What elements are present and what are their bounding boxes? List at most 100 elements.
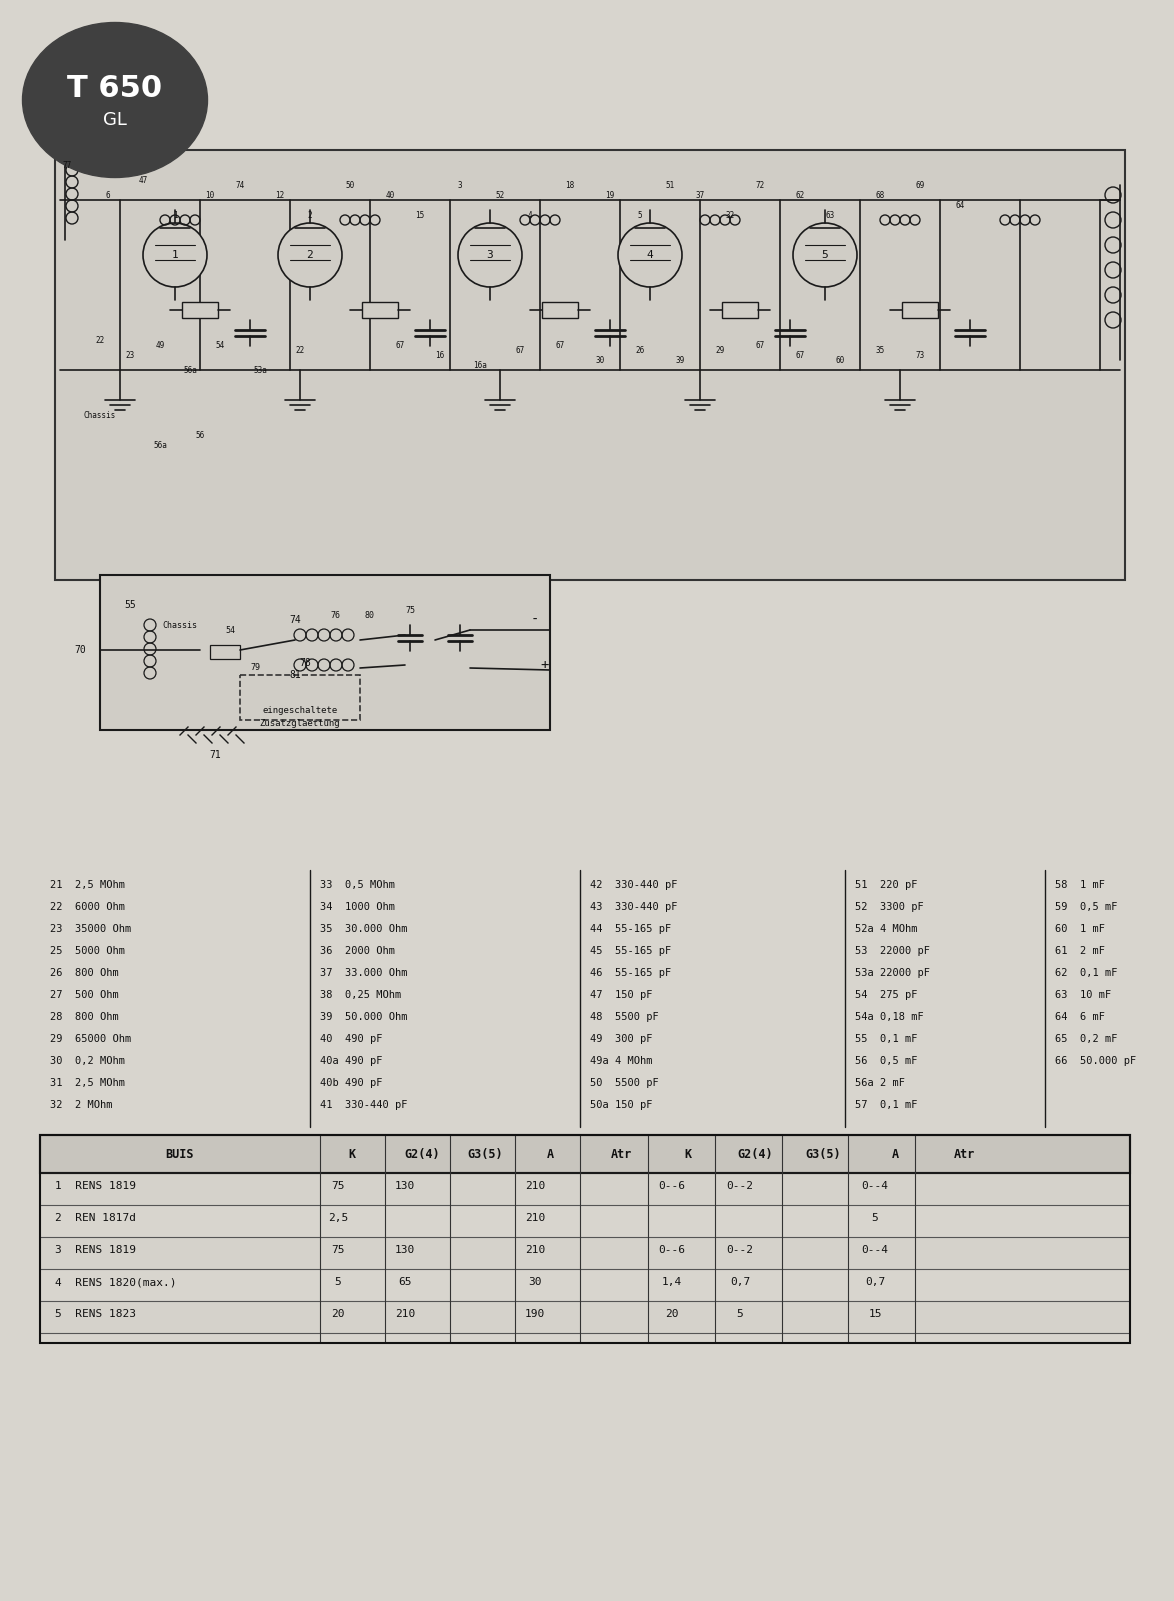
Text: 22: 22 — [95, 336, 104, 344]
Text: 53  22000 pF: 53 22000 pF — [855, 946, 930, 956]
Text: 29: 29 — [715, 346, 724, 354]
Text: 5: 5 — [822, 250, 829, 259]
Text: 130: 130 — [394, 1182, 416, 1191]
Text: 1: 1 — [171, 250, 178, 259]
Text: 4: 4 — [527, 210, 532, 219]
Text: 62  0,1 mF: 62 0,1 mF — [1055, 969, 1118, 978]
Circle shape — [618, 223, 682, 287]
Text: K: K — [684, 1148, 691, 1161]
Text: 75: 75 — [405, 605, 414, 615]
Bar — [40, 1174, 1131, 1206]
Text: 0,7: 0,7 — [730, 1278, 750, 1287]
Text: 80: 80 — [365, 610, 375, 620]
Text: 42  330-440 pF: 42 330-440 pF — [591, 881, 677, 890]
Text: 54: 54 — [225, 626, 235, 634]
Text: 1,4: 1,4 — [662, 1278, 682, 1287]
Text: 1  RENS 1819: 1 RENS 1819 — [55, 1182, 136, 1191]
Text: 64  6 mF: 64 6 mF — [1055, 1012, 1105, 1021]
Text: 15: 15 — [416, 210, 425, 219]
Text: 5: 5 — [871, 1214, 878, 1223]
Text: 77: 77 — [62, 160, 72, 170]
Text: G2(4): G2(4) — [404, 1148, 440, 1161]
Text: G3(5): G3(5) — [467, 1148, 502, 1161]
Text: 0--2: 0--2 — [727, 1182, 754, 1191]
Text: GL: GL — [103, 110, 127, 130]
Text: 5: 5 — [335, 1278, 342, 1287]
Bar — [182, 303, 218, 319]
Text: 63: 63 — [825, 210, 835, 219]
Text: 190: 190 — [525, 1310, 545, 1319]
Text: 51: 51 — [666, 181, 675, 189]
Text: -: - — [531, 613, 539, 628]
Bar — [542, 303, 578, 319]
Text: 2  REN 1817d: 2 REN 1817d — [55, 1214, 136, 1223]
Text: 57  0,1 mF: 57 0,1 mF — [855, 1100, 918, 1109]
Text: 210: 210 — [525, 1246, 545, 1255]
Text: 41  330-440 pF: 41 330-440 pF — [321, 1100, 407, 1109]
Text: 56a 2 mF: 56a 2 mF — [855, 1077, 905, 1089]
Text: 54  275 pF: 54 275 pF — [855, 989, 918, 1001]
Circle shape — [278, 223, 342, 287]
Text: 56  0,5 mF: 56 0,5 mF — [855, 1057, 918, 1066]
Bar — [40, 1135, 1131, 1174]
Text: 48  5500 pF: 48 5500 pF — [591, 1012, 659, 1021]
Text: 73: 73 — [916, 351, 925, 360]
Bar — [100, 575, 549, 730]
Text: 10: 10 — [205, 191, 215, 200]
Text: 3: 3 — [458, 181, 463, 189]
Bar — [210, 645, 239, 660]
Text: 32  2 MOhm: 32 2 MOhm — [50, 1100, 113, 1109]
Text: 2,5: 2,5 — [328, 1214, 349, 1223]
Text: 65: 65 — [398, 1278, 412, 1287]
Text: 25  5000 Ohm: 25 5000 Ohm — [50, 946, 124, 956]
Text: 75: 75 — [331, 1182, 345, 1191]
Text: 60  1 mF: 60 1 mF — [1055, 924, 1105, 933]
Text: 1: 1 — [173, 210, 177, 219]
Text: 40  490 pF: 40 490 pF — [321, 1034, 383, 1044]
Text: 19: 19 — [606, 191, 615, 200]
Text: 56a: 56a — [153, 440, 167, 450]
Text: 66  50.000 pF: 66 50.000 pF — [1055, 1057, 1136, 1066]
Text: 52: 52 — [495, 191, 505, 200]
Text: 5: 5 — [736, 1310, 743, 1319]
Text: 5  RENS 1823: 5 RENS 1823 — [55, 1310, 136, 1319]
Text: 60: 60 — [836, 355, 844, 365]
Text: 12: 12 — [276, 191, 284, 200]
Text: 68: 68 — [876, 191, 885, 200]
Text: 71: 71 — [209, 749, 221, 760]
Text: 35: 35 — [876, 346, 885, 354]
Circle shape — [458, 223, 522, 287]
Text: 50a 150 pF: 50a 150 pF — [591, 1100, 653, 1109]
Text: 26  800 Ohm: 26 800 Ohm — [50, 969, 119, 978]
Text: A: A — [546, 1148, 554, 1161]
Text: 30  0,2 MOhm: 30 0,2 MOhm — [50, 1057, 124, 1066]
Text: 81: 81 — [289, 669, 301, 680]
Bar — [40, 1238, 1131, 1270]
Text: 30: 30 — [528, 1278, 541, 1287]
Text: 72: 72 — [755, 181, 764, 189]
Text: 70: 70 — [74, 645, 86, 655]
Text: K: K — [349, 1148, 356, 1161]
Text: 67: 67 — [555, 341, 565, 349]
Bar — [362, 303, 398, 319]
Text: 32: 32 — [726, 210, 735, 219]
Text: 74: 74 — [235, 181, 244, 189]
Text: 67: 67 — [795, 351, 804, 360]
Text: 31  2,5 MOhm: 31 2,5 MOhm — [50, 1077, 124, 1089]
Bar — [239, 676, 360, 720]
Text: 58  1 mF: 58 1 mF — [1055, 881, 1105, 890]
Text: 56a: 56a — [183, 365, 197, 375]
Text: 49  300 pF: 49 300 pF — [591, 1034, 653, 1044]
Text: 67: 67 — [396, 341, 405, 349]
Text: 79: 79 — [250, 663, 259, 671]
Bar — [40, 1302, 1131, 1334]
Text: 64: 64 — [956, 200, 965, 210]
Text: 0--4: 0--4 — [862, 1246, 889, 1255]
Text: 39  50.000 Ohm: 39 50.000 Ohm — [321, 1012, 407, 1021]
Text: 55: 55 — [124, 600, 136, 610]
Text: 50  5500 pF: 50 5500 pF — [591, 1077, 659, 1089]
Text: 65  0,2 mF: 65 0,2 mF — [1055, 1034, 1118, 1044]
Text: 22  6000 Ohm: 22 6000 Ohm — [50, 901, 124, 913]
Text: 63  10 mF: 63 10 mF — [1055, 989, 1112, 1001]
Text: 29  65000 Ohm: 29 65000 Ohm — [50, 1034, 131, 1044]
